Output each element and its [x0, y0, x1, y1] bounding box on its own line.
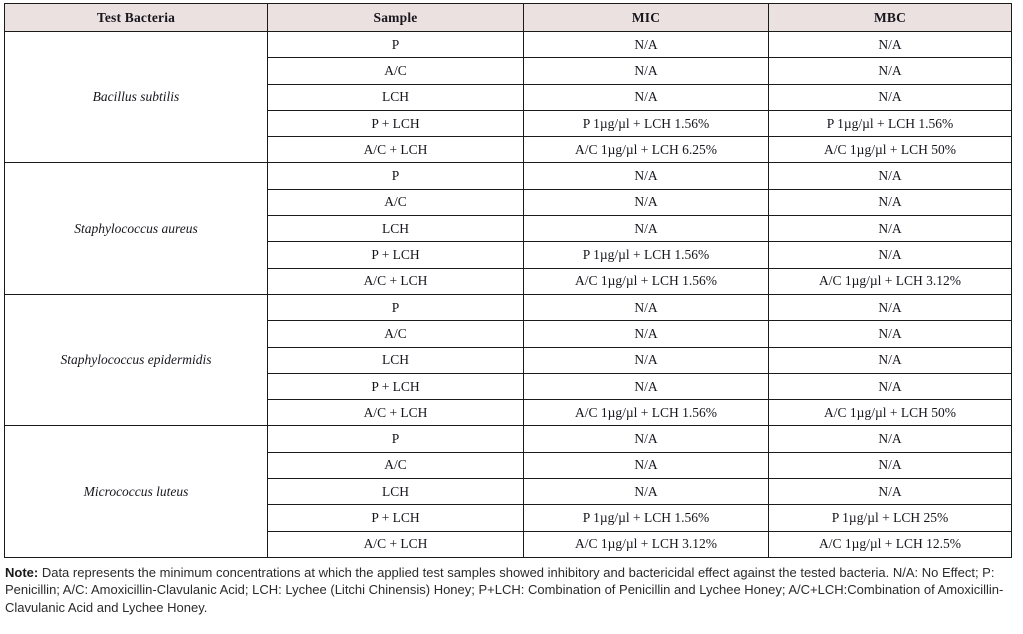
mbc-cell: N/A — [768, 346, 1012, 374]
sample-cell: A/C — [267, 188, 524, 217]
mic-cell: P 1µg/µl + LCH 1.56% — [523, 504, 769, 532]
bacteria-name-cell: Micrococcus luteus — [4, 425, 268, 558]
sample-cell: P — [267, 293, 524, 322]
mic-cell: N/A — [523, 188, 769, 217]
mbc-cell: N/A — [768, 162, 1012, 190]
table-row: A/C N/A N/A — [5, 57, 1012, 85]
mic-cell: N/A — [523, 293, 769, 322]
table-body: Bacillus subtilis P N/A N/A A/C N/A N/A LCH N/A N… — [4, 30, 1012, 558]
sample-cell: A/C + LCH — [267, 530, 524, 558]
table-row: P + LCH P 1µg/µl + LCH 1.56% N/A — [5, 241, 1012, 269]
sample-cell: A/C — [267, 57, 524, 85]
bacteria-name-cell: Staphylococcus aureus — [4, 162, 268, 295]
mic-cell: A/C 1µg/µl + LCH 1.56% — [523, 399, 769, 427]
sample-cell: A/C + LCH — [267, 267, 524, 295]
table-row: Staphylococcus aureus P N/A N/A — [4, 162, 1012, 295]
sample-cell: LCH — [267, 215, 524, 243]
mic-cell: N/A — [523, 372, 769, 401]
mbc-cell: A/C 1µg/µl + LCH 12.5% — [768, 530, 1012, 558]
table-row: LCH N/A N/A — [5, 346, 1012, 374]
mbc-cell: P 1µg/µl + LCH 1.56% — [768, 109, 1012, 138]
mic-cell: A/C 1µg/µl + LCH 1.56% — [523, 267, 769, 295]
mbc-cell: N/A — [768, 241, 1012, 269]
table-row: A/C + LCH A/C 1µg/µl + LCH 6.25% A/C 1µg/µ… — [5, 136, 1012, 164]
mic-cell: P 1µg/µl + LCH 1.56% — [523, 241, 769, 269]
table-row: LCH N/A N/A — [5, 83, 1012, 111]
sample-cell: A/C — [267, 451, 524, 480]
mbc-cell: N/A — [768, 425, 1012, 453]
mbc-cell: A/C 1µg/µl + LCH 3.12% — [768, 267, 1012, 295]
mic-cell: A/C 1µg/µl + LCH 3.12% — [523, 530, 769, 558]
sample-cell: P — [267, 425, 524, 453]
sample-cell: P + LCH — [267, 504, 524, 532]
mbc-cell: N/A — [768, 293, 1012, 322]
mbc-cell: N/A — [768, 451, 1012, 480]
sample-cell: A/C + LCH — [267, 399, 524, 427]
table-row: P + LCH N/A N/A — [5, 372, 1012, 401]
mbc-cell: N/A — [768, 83, 1012, 111]
note-text: Data represents the minimum concentratio… — [5, 564, 1004, 615]
mic-cell: N/A — [523, 320, 769, 348]
mic-cell: N/A — [523, 162, 769, 190]
mbc-cell: N/A — [768, 57, 1012, 85]
mic-cell: N/A — [523, 30, 769, 59]
table-row: A/C N/A N/A — [5, 188, 1012, 217]
mic-cell: A/C 1µg/µl + LCH 6.25% — [523, 136, 769, 164]
mic-cell: N/A — [523, 83, 769, 111]
mbc-cell: N/A — [768, 372, 1012, 401]
mbc-cell: P 1µg/µl + LCH 25% — [768, 504, 1012, 532]
mbc-cell: N/A — [768, 478, 1012, 506]
mbc-cell: N/A — [768, 30, 1012, 59]
column-header-test-bacteria: Test Bacteria — [4, 3, 268, 32]
table-row: Staphylococcus epidermidis P N/A N/A — [4, 293, 1012, 427]
table-row: Micrococcus luteus P N/A N/A — [4, 425, 1012, 558]
table-row: LCH N/A N/A — [5, 215, 1012, 243]
mbc-cell: N/A — [768, 320, 1012, 348]
table-note: Note: Data represents the minimum concen… — [4, 564, 1018, 617]
mic-mbc-table: Test Bacteria Sample MIC MBC Bacillus su… — [4, 3, 1012, 558]
table-row: Bacillus subtilis P N/A N/A — [4, 30, 1012, 164]
sample-cell: LCH — [267, 83, 524, 111]
sample-cell: P — [267, 30, 524, 59]
column-header-sample: Sample — [267, 3, 524, 32]
table-header-row: Test Bacteria Sample MIC MBC — [4, 3, 1012, 32]
table-row: P + LCH P 1µg/µl + LCH 1.56% P 1µg/µl + LC… — [5, 504, 1012, 532]
mic-cell: N/A — [523, 425, 769, 453]
sample-cell: LCH — [267, 478, 524, 506]
mbc-cell: A/C 1µg/µl + LCH 50% — [768, 399, 1012, 427]
mic-cell: N/A — [523, 451, 769, 480]
column-header-mbc: MBC — [768, 3, 1012, 32]
table-row: A/C + LCH A/C 1µg/µl + LCH 3.12% A/C 1µg/µ… — [5, 530, 1012, 558]
bacteria-name-cell: Bacillus subtilis — [4, 30, 268, 164]
mic-cell: P 1µg/µl + LCH 1.56% — [523, 109, 769, 138]
sample-cell: LCH — [267, 346, 524, 374]
sample-cell: A/C + LCH — [267, 136, 524, 164]
note-label: Note: — [5, 564, 39, 580]
sample-cell: P — [267, 162, 524, 190]
sample-cell: P + LCH — [267, 241, 524, 269]
mbc-cell: N/A — [768, 215, 1012, 243]
mbc-cell: A/C 1µg/µl + LCH 50% — [768, 136, 1012, 164]
bacteria-name-cell: Staphylococcus epidermidis — [4, 293, 268, 427]
table-row: A/C N/A N/A — [5, 320, 1012, 348]
sample-cell: P + LCH — [267, 372, 524, 401]
sample-cell: A/C — [267, 320, 524, 348]
mic-cell: N/A — [523, 478, 769, 506]
mic-cell: N/A — [523, 346, 769, 374]
sample-cell: P + LCH — [267, 109, 524, 138]
mbc-cell: N/A — [768, 188, 1012, 217]
table-row: P + LCH P 1µg/µl + LCH 1.56% P 1µg/µl + LC… — [5, 109, 1012, 138]
mic-cell: N/A — [523, 215, 769, 243]
table-row: A/C + LCH A/C 1µg/µl + LCH 1.56% A/C 1µg/µ… — [5, 267, 1012, 295]
mic-cell: N/A — [523, 57, 769, 85]
column-header-mic: MIC — [523, 3, 769, 32]
